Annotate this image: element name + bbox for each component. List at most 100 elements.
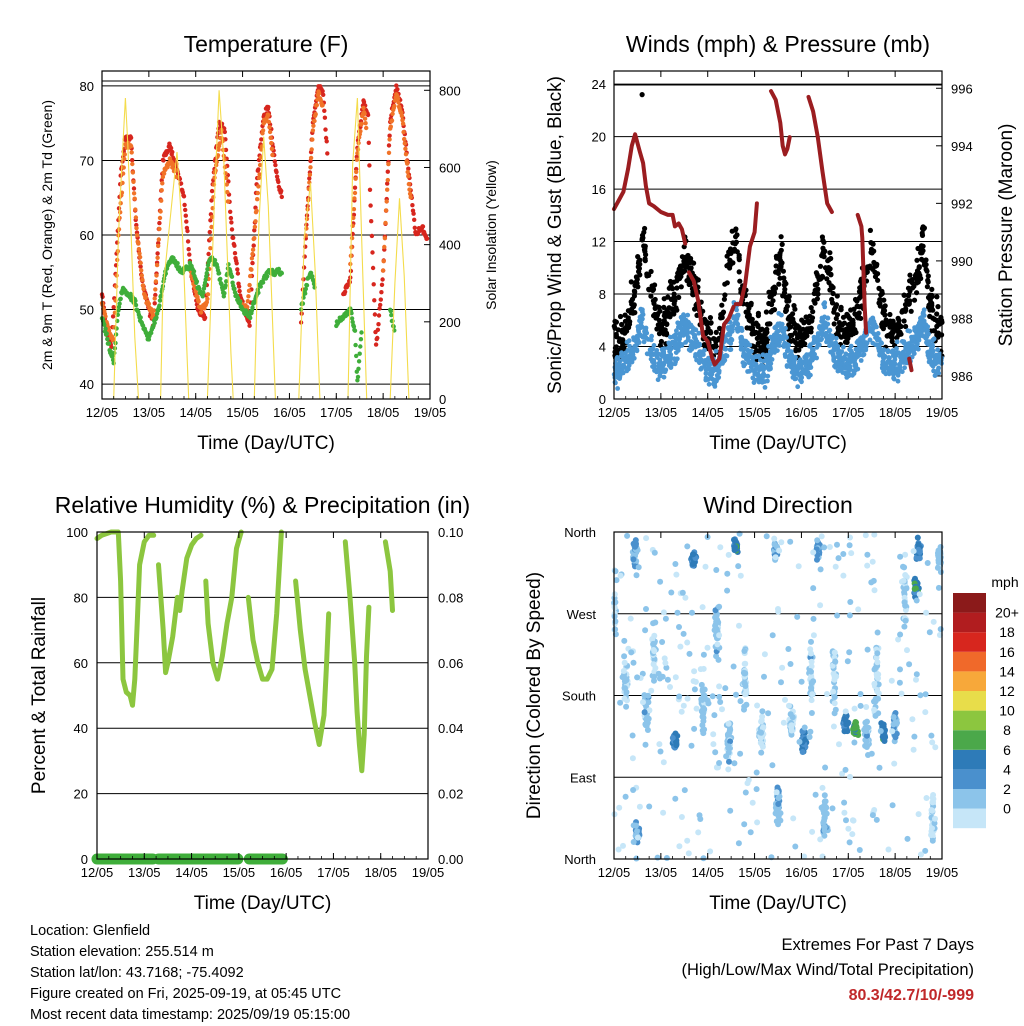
- direction-point: [716, 694, 722, 700]
- temperature-point: [413, 226, 417, 230]
- wind-point: [722, 358, 727, 363]
- wind-point: [776, 311, 781, 316]
- temperature-point: [403, 141, 407, 145]
- wind-point: [859, 358, 864, 363]
- temperature-point: [259, 284, 263, 288]
- gust-point: [632, 293, 637, 298]
- x-tick-label: 14/05: [179, 405, 212, 420]
- wind-point: [854, 351, 859, 356]
- wind-point: [672, 342, 677, 347]
- wind-point: [823, 334, 828, 339]
- direction-point: [775, 801, 781, 807]
- wind-point: [793, 372, 798, 377]
- gust-point: [644, 273, 649, 278]
- wind-point: [806, 375, 811, 380]
- temperature-point: [356, 375, 360, 379]
- gust-point: [813, 282, 818, 287]
- temperature-point: [131, 170, 135, 174]
- temperature-point: [369, 219, 373, 223]
- wind-point: [717, 370, 722, 375]
- direction-point: [808, 651, 814, 657]
- gust-point: [913, 274, 918, 279]
- temperature-point: [225, 190, 229, 194]
- temperature-point: [382, 245, 386, 249]
- wind-point: [660, 353, 665, 358]
- gust-point: [853, 297, 858, 302]
- temperature-point: [134, 303, 138, 307]
- direction-point: [634, 674, 640, 680]
- gust-point: [791, 303, 796, 308]
- direction-point: [778, 539, 784, 545]
- y-axis-label: Sonic/Prop Wind & Gust (Blue, Black): [545, 76, 566, 394]
- temperature-point: [119, 297, 123, 301]
- gust-point: [684, 255, 689, 260]
- direction-point: [782, 697, 788, 703]
- gust-point: [773, 286, 778, 291]
- temperature-point: [222, 157, 226, 161]
- gust-point: [903, 324, 908, 329]
- direction-point: [847, 839, 853, 845]
- gust-point: [748, 302, 753, 307]
- direction-point: [811, 632, 817, 638]
- direction-point: [809, 829, 815, 835]
- temperature-point: [247, 320, 251, 324]
- temperature-point: [358, 344, 362, 348]
- direction-point: [659, 639, 665, 645]
- direction-point: [925, 560, 931, 566]
- direction-point: [676, 624, 682, 630]
- direction-point: [758, 750, 764, 756]
- direction-point: [922, 709, 928, 715]
- direction-point: [664, 855, 670, 861]
- direction-point: [716, 760, 722, 766]
- temperature-point: [139, 268, 143, 272]
- wind-point: [836, 355, 841, 360]
- gust-point: [934, 294, 939, 299]
- wind-point: [638, 307, 643, 312]
- temperature-point: [359, 337, 363, 341]
- wind-point: [664, 356, 669, 361]
- temperature-point: [201, 290, 205, 294]
- direction-point: [731, 664, 737, 670]
- direction-point: [754, 770, 760, 776]
- direction-point: [843, 708, 849, 714]
- gust-point: [921, 224, 926, 229]
- temperature-point: [160, 181, 164, 185]
- temperature-point: [305, 283, 309, 287]
- temperature-point: [389, 313, 393, 317]
- temperature-point: [302, 265, 306, 269]
- temperature-point: [187, 247, 191, 251]
- temperature-point: [183, 208, 187, 212]
- y-tick-label: 4: [599, 340, 606, 355]
- temperature-point: [206, 292, 210, 296]
- gust-point: [722, 297, 727, 302]
- direction-point: [701, 687, 707, 693]
- direction-point: [814, 557, 820, 563]
- pressure-line: [809, 97, 832, 212]
- temperature-point: [390, 118, 394, 122]
- gust-point: [790, 311, 795, 316]
- wind-point: [930, 338, 935, 343]
- direction-point: [799, 679, 805, 685]
- gust-point: [780, 242, 785, 247]
- direction-point: [889, 678, 895, 684]
- direction-point: [844, 728, 850, 734]
- gust-point: [896, 321, 901, 326]
- temperature-point: [261, 128, 265, 132]
- direction-point: [699, 722, 705, 728]
- wind-point: [625, 340, 630, 345]
- temperature-point: [151, 313, 155, 317]
- wind-point: [871, 322, 876, 327]
- temperature-point: [323, 116, 327, 120]
- gust-point: [790, 317, 795, 322]
- temperature-point: [130, 150, 134, 154]
- direction-point: [808, 639, 814, 645]
- wind-point: [667, 363, 672, 368]
- direction-point: [819, 805, 825, 811]
- wind-point: [615, 386, 620, 391]
- temperature-point: [187, 252, 191, 256]
- temperature-point: [317, 91, 321, 95]
- wind-point: [776, 323, 781, 328]
- temperature-point: [117, 206, 121, 210]
